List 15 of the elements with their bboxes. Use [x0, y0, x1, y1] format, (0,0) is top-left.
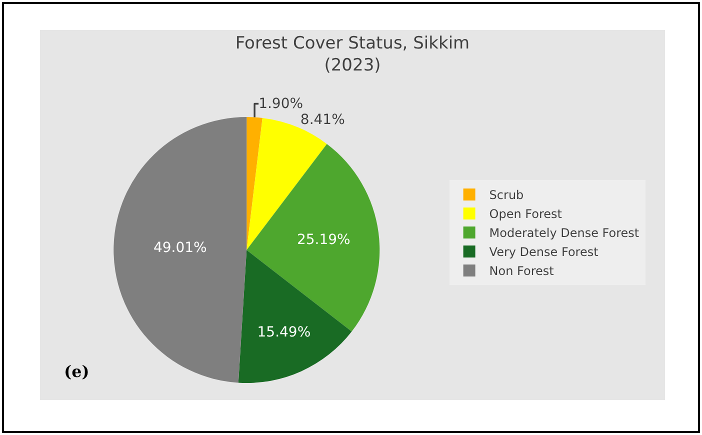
legend-label: Non Forest [489, 264, 554, 278]
legend-label: Moderately Dense Forest [489, 226, 640, 240]
data-label: 25.19% [296, 232, 350, 248]
data-label: 1.90% [258, 96, 304, 112]
pie-slice [114, 117, 247, 383]
legend-label: Very Dense Forest [489, 245, 599, 260]
legend-label: Open Forest [489, 207, 562, 222]
data-label: 8.41% [300, 112, 345, 128]
pie-slice [246, 117, 262, 250]
pie-slice [238, 250, 352, 383]
legend-label: Scrub [489, 188, 524, 202]
data-label: 49.01% [153, 240, 207, 256]
text: (e) [64, 362, 90, 381]
data-label: 15.49% [257, 324, 311, 341]
chart-title: Forest Cover Status, Sikkim (2023) [235, 34, 470, 76]
